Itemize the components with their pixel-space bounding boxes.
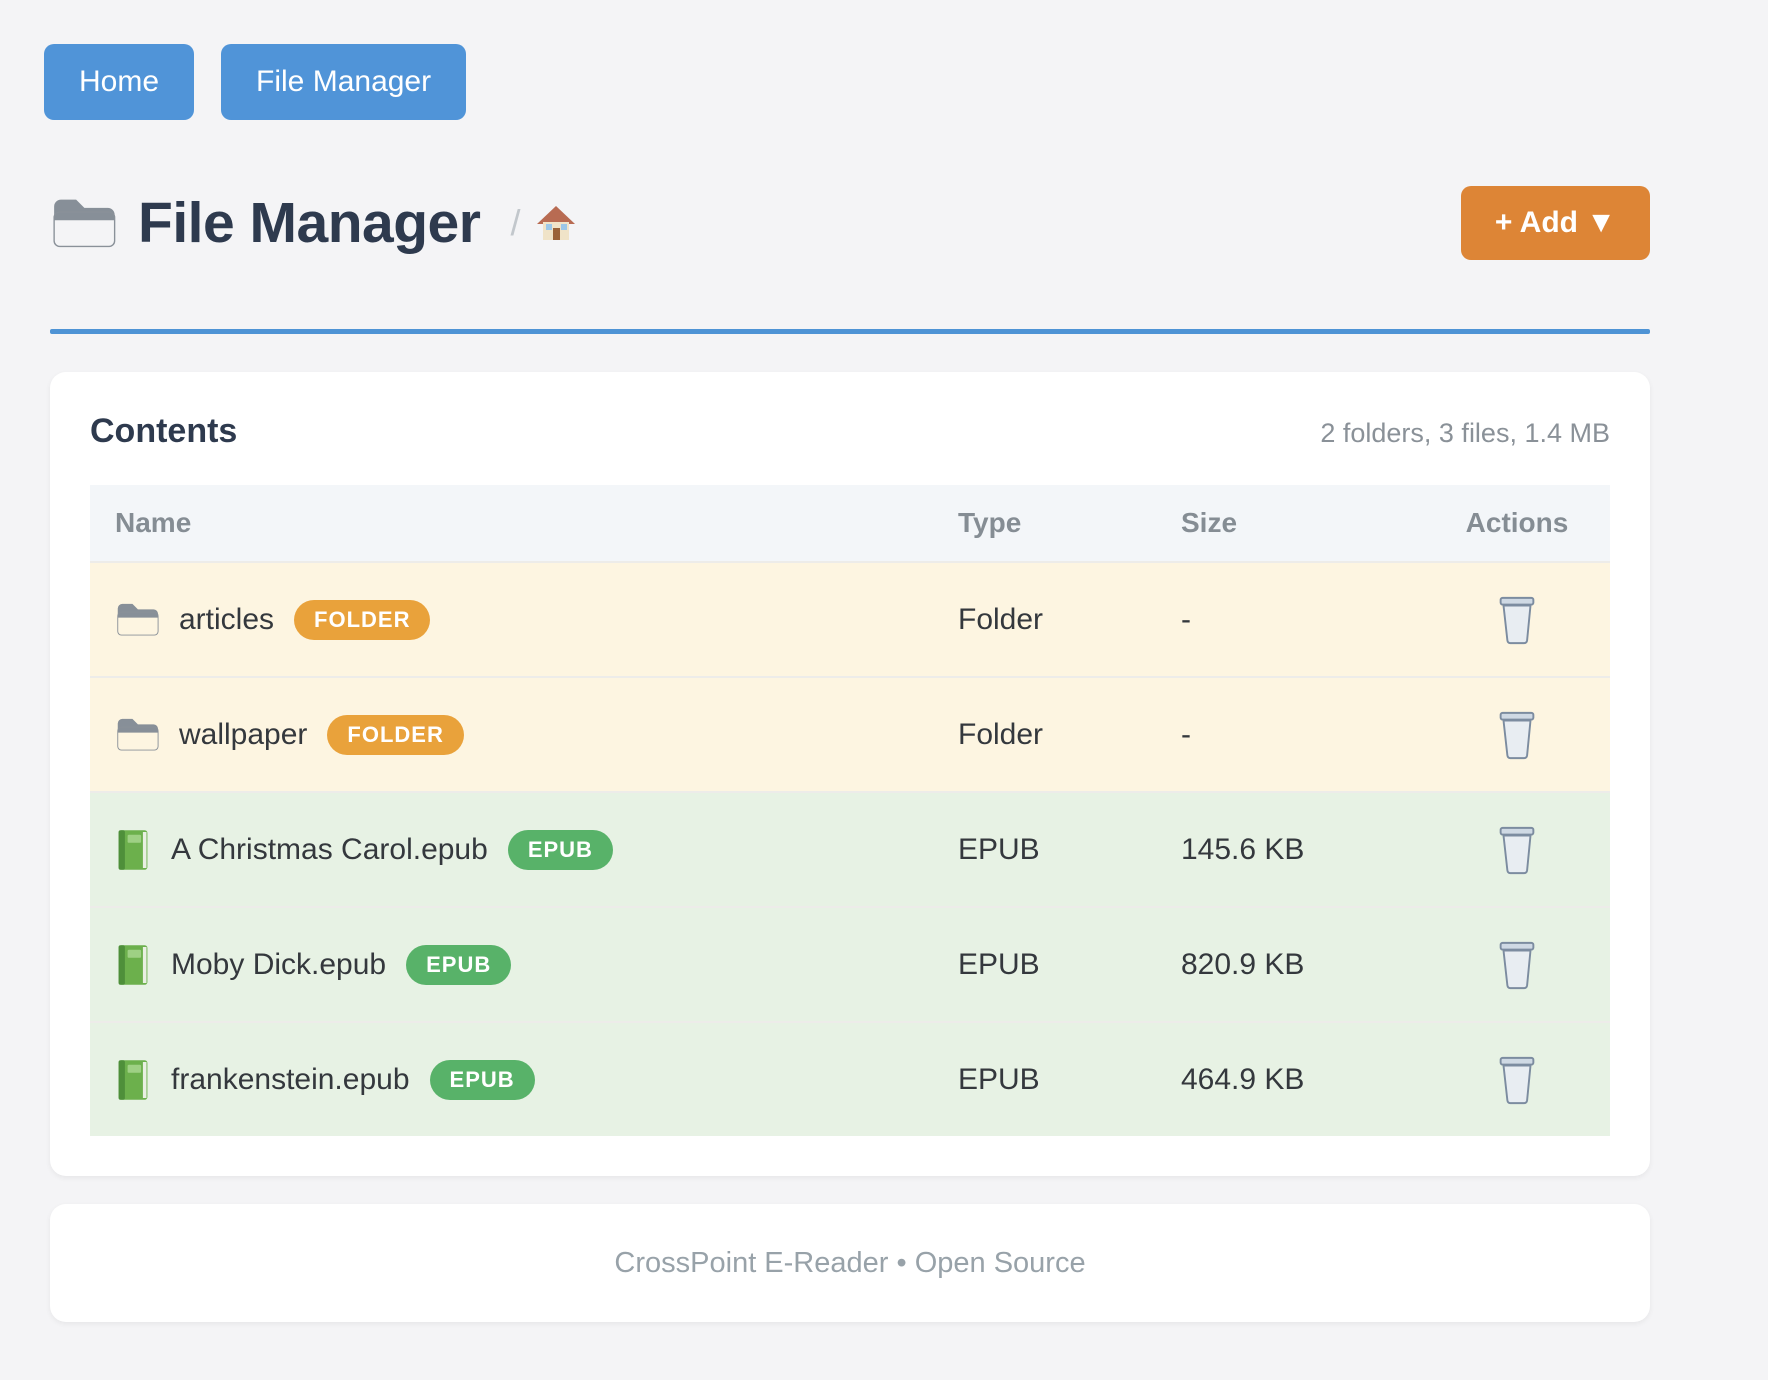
add-button[interactable]: + Add ▼ <box>1460 186 1650 260</box>
column-header-name: Name <box>115 507 192 538</box>
contents-heading: Contents <box>90 412 238 450</box>
delete-button[interactable] <box>1495 709 1539 761</box>
delete-button[interactable] <box>1495 824 1539 876</box>
top-nav: Home File Manager <box>44 44 1650 120</box>
trash-icon <box>1495 824 1539 876</box>
folder-icon <box>50 195 116 251</box>
size-cell: 145.6 KB <box>1181 832 1305 866</box>
contents-summary: 2 folders, 3 files, 1.4 MB <box>1320 418 1610 448</box>
epub-badge: EPUB <box>507 829 613 870</box>
name-cell: A Christmas Carol.epub EPUB <box>90 828 958 872</box>
file-table: Name Type Size Actions articles FOLDER F… <box>90 485 1610 1136</box>
actions-cell <box>1424 939 1610 991</box>
actions-cell <box>1424 709 1610 761</box>
size-cell: - <box>1181 602 1191 636</box>
folder-name-link[interactable]: articles <box>179 602 275 636</box>
folder-badge: FOLDER <box>294 599 431 640</box>
actions-cell <box>1424 594 1610 646</box>
file-name-link[interactable]: frankenstein.epub <box>171 1062 410 1096</box>
epub-badge: EPUB <box>406 944 512 985</box>
epub-badge: EPUB <box>429 1059 535 1100</box>
book-icon <box>115 943 151 987</box>
name-cell: frankenstein.epub EPUB <box>90 1058 958 1102</box>
type-cell: Folder <box>958 602 1044 636</box>
name-cell: wallpaper FOLDER <box>90 714 958 755</box>
name-cell: articles FOLDER <box>90 599 958 640</box>
trash-icon <box>1495 594 1539 646</box>
page-header: File Manager / + Add ▼ <box>50 184 1650 262</box>
house-icon[interactable] <box>536 205 576 241</box>
contents-header: Contents 2 folders, 3 files, 1.4 MB <box>90 412 1610 457</box>
actions-cell <box>1424 1054 1610 1106</box>
footer-text: CrossPoint E-Reader • Open Source <box>614 1246 1086 1279</box>
table-row: Moby Dick.epub EPUB EPUB 820.9 KB <box>90 906 1610 1021</box>
trash-icon <box>1495 1054 1539 1106</box>
book-icon <box>115 828 151 872</box>
page-container: Home File Manager File Manager / + Add ▼… <box>44 0 1650 1322</box>
contents-card: Contents 2 folders, 3 files, 1.4 MB Name… <box>50 372 1650 1176</box>
table-row: wallpaper FOLDER Folder - <box>90 676 1610 791</box>
delete-button[interactable] <box>1495 1054 1539 1106</box>
table-row: frankenstein.epub EPUB EPUB 464.9 KB <box>90 1021 1610 1136</box>
size-cell: 464.9 KB <box>1181 1062 1305 1096</box>
column-header-actions: Actions <box>1465 507 1569 538</box>
title-group: File Manager / <box>50 190 576 255</box>
name-cell: Moby Dick.epub EPUB <box>90 943 958 987</box>
type-cell: EPUB <box>958 947 1040 981</box>
type-cell: Folder <box>958 717 1044 751</box>
page-title: File Manager <box>138 190 481 255</box>
file-manager-button[interactable]: File Manager <box>221 44 467 120</box>
trash-icon <box>1495 709 1539 761</box>
folder-name-link[interactable]: wallpaper <box>179 717 308 751</box>
delete-button[interactable] <box>1495 939 1539 991</box>
book-icon <box>115 1058 151 1102</box>
type-cell: EPUB <box>958 832 1040 866</box>
size-cell: 820.9 KB <box>1181 947 1305 981</box>
table-row: A Christmas Carol.epub EPUB EPUB 145.6 K… <box>90 791 1610 906</box>
file-name-link[interactable]: A Christmas Carol.epub <box>171 832 488 866</box>
actions-cell <box>1424 824 1610 876</box>
header-divider <box>50 329 1650 334</box>
type-cell: EPUB <box>958 1062 1040 1096</box>
folder-icon <box>115 716 159 753</box>
table-row: articles FOLDER Folder - <box>90 561 1610 676</box>
column-header-size: Size <box>1181 507 1238 538</box>
size-cell: - <box>1181 717 1191 751</box>
breadcrumb-separator: / <box>510 202 521 243</box>
trash-icon <box>1495 939 1539 991</box>
delete-button[interactable] <box>1495 594 1539 646</box>
file-name-link[interactable]: Moby Dick.epub <box>171 947 387 981</box>
home-button[interactable]: Home <box>44 44 195 120</box>
column-header-type: Type <box>958 507 1022 538</box>
footer: CrossPoint E-Reader • Open Source <box>50 1204 1650 1322</box>
table-header-row: Name Type Size Actions <box>90 485 1610 561</box>
folder-icon <box>115 601 159 638</box>
folder-badge: FOLDER <box>327 714 464 755</box>
